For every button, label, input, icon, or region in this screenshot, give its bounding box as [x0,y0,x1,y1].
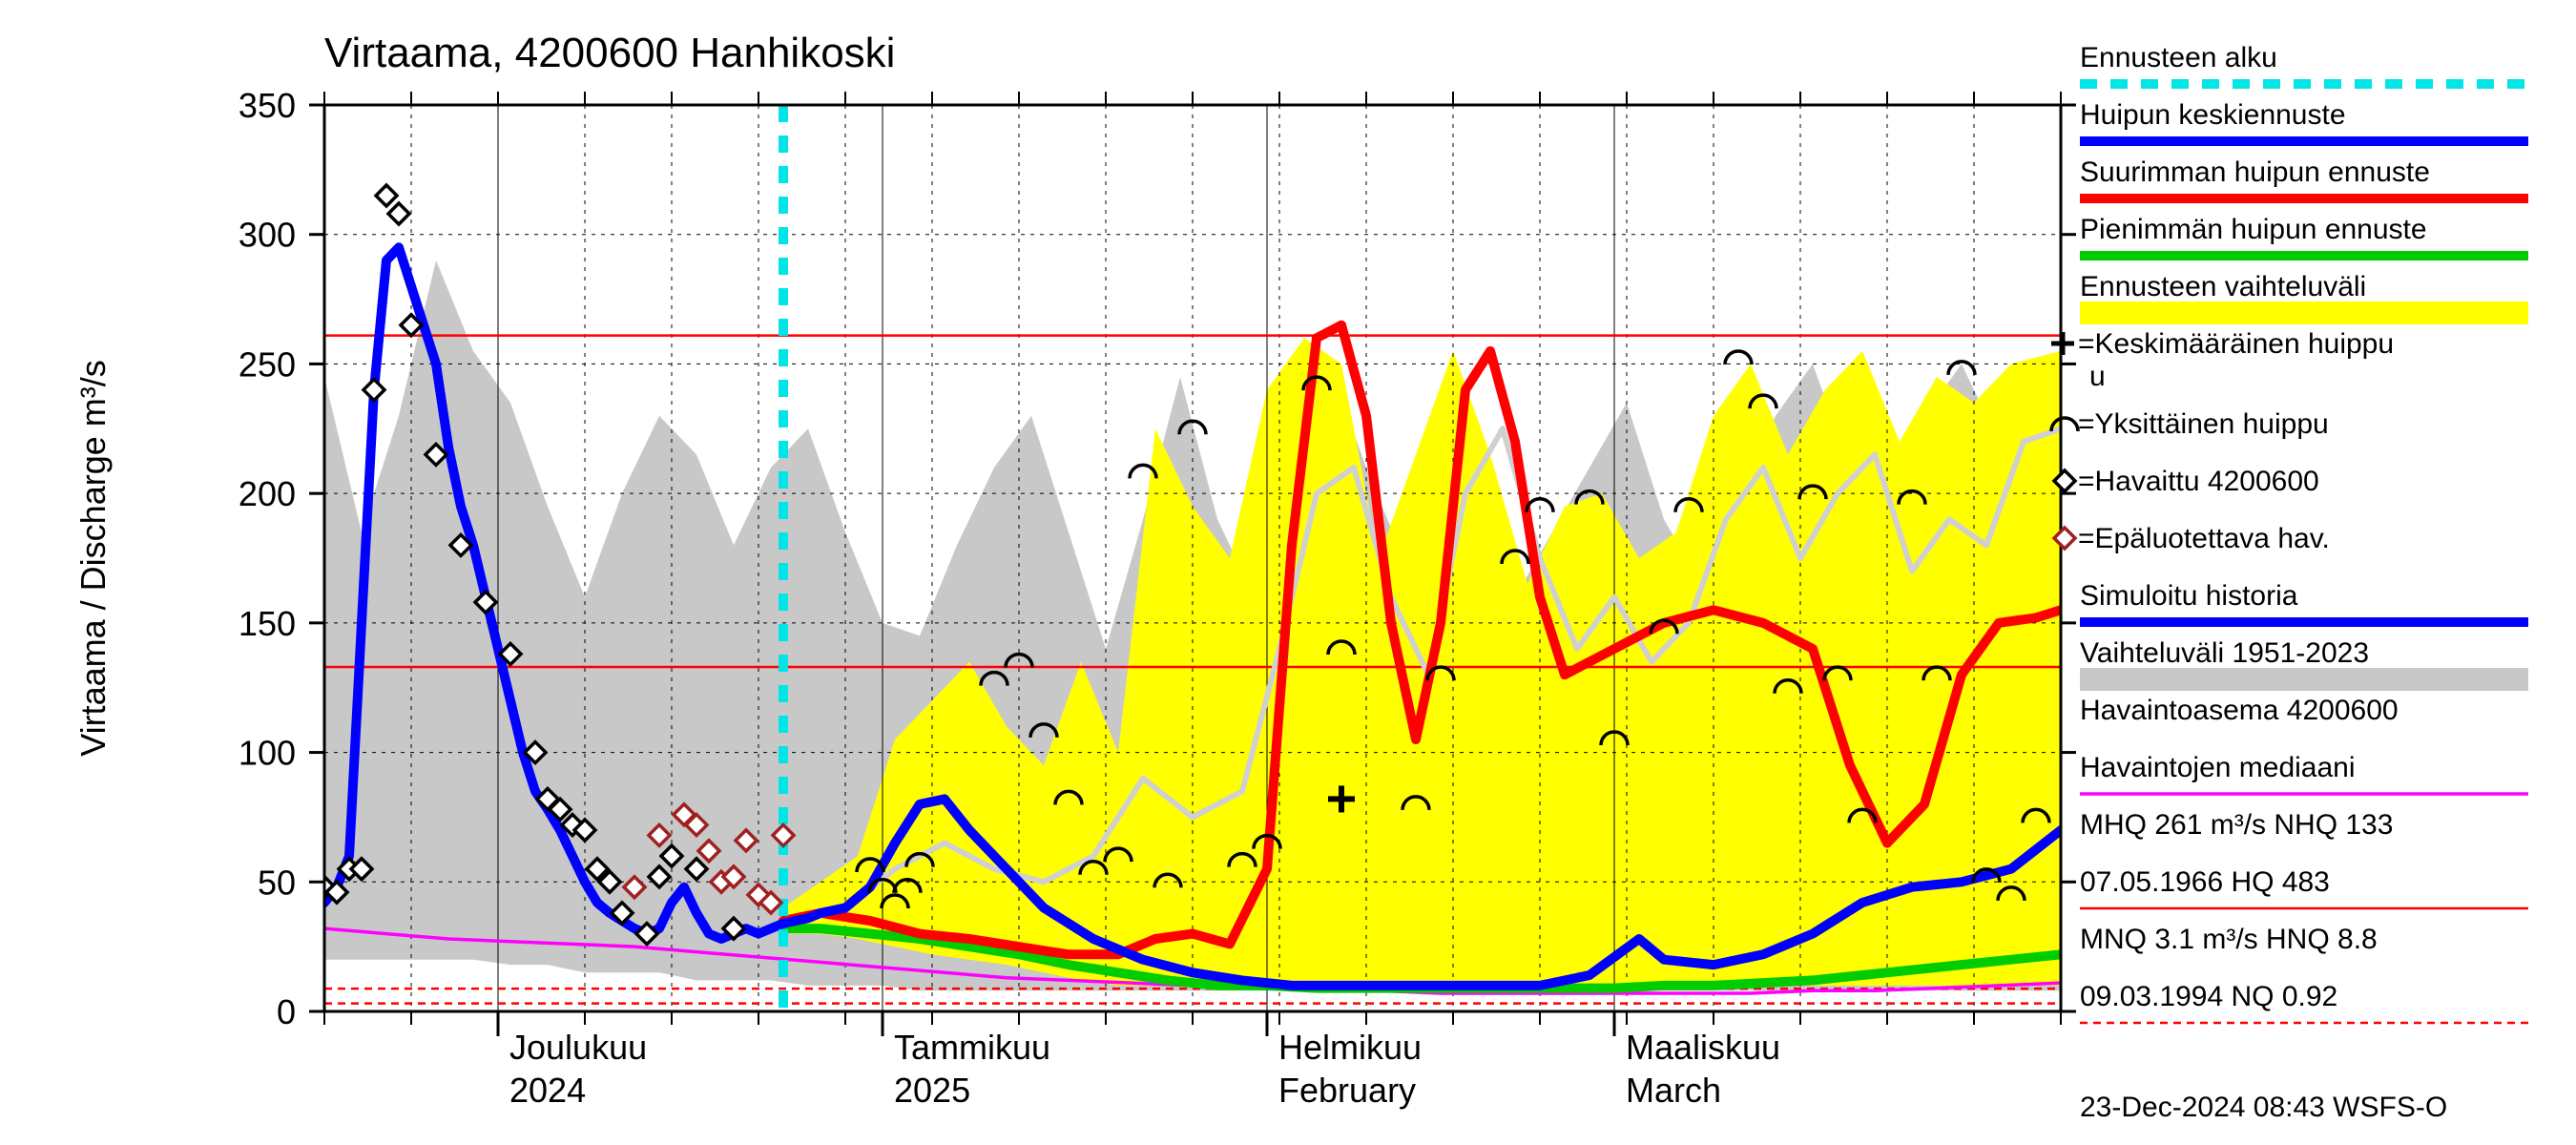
legend-item-label-cont: u [2089,361,2106,392]
legend-item-label: Huipun keskiennuste [2080,99,2346,131]
legend-item-label: =Havaittu 4200600 [2078,466,2319,497]
legend-item-label: Suurimman huipun ennuste [2080,156,2430,188]
y-tick-label: 300 [239,216,296,255]
x-month-label: Joulukuu [509,1028,647,1067]
x-month-label: Helmikuu [1278,1028,1422,1067]
legend-item-label: Havaintojen mediaani [2080,752,2356,783]
legend-item-label: MHQ 261 m³/s NHQ 133 [2080,809,2393,841]
discharge-forecast-chart: 0 50 100 150 200 250 300 350 Joulukuu 2024 Tammiku… [0,0,2576,1145]
y-axis-label: Virtaama / Discharge m³/s [73,360,113,756]
legend-item-label: Simuloitu historia [2080,580,2298,612]
x-month-label: Maaliskuu [1626,1028,1780,1067]
legend-item-label: Vaihteluväli 1951-2023 [2080,637,2369,669]
legend-item-label: Pienimmän huipun ennuste [2080,214,2427,245]
legend-item-label: MNQ 3.1 m³/s HNQ 8.8 [2080,924,2378,955]
legend-item-label: 07.05.1966 HQ 483 [2080,866,2330,898]
chart-title: Virtaama, 4200600 Hanhikoski [324,30,895,76]
y-tick-label: 50 [258,863,296,902]
legend-item-label: 09.03.1994 NQ 0.92 [2080,981,2337,1012]
legend-item-label: Ennusteen alku [2080,42,2277,73]
x-month-label: Tammikuu [894,1028,1050,1067]
x-year-label: February [1278,1071,1416,1110]
legend-item-label: =Yksittäinen huippu [2078,408,2329,440]
legend-item-label: Ennusteen vaihteluväli [2080,271,2366,302]
x-year-label: 2025 [894,1071,970,1110]
timestamp-footer: 23-Dec-2024 08:43 WSFS-O [2080,1092,2447,1123]
legend-item-label: =Keskimääräinen huippu [2078,328,2394,360]
y-tick-label: 350 [239,86,296,125]
legend-item-label: Havaintoasema 4200600 [2080,695,2399,726]
chart-svg: 0 50 100 150 200 250 300 350 Joulukuu 2024 Tammiku… [0,0,2576,1145]
y-tick-label: 200 [239,474,296,513]
y-tick-label: 150 [239,604,296,643]
x-year-label: 2024 [509,1071,586,1110]
y-tick-label: 0 [277,992,296,1031]
y-tick-label: 100 [239,734,296,773]
x-year-label: March [1626,1071,1721,1110]
legend-item-label: =Epäluotettava hav. [2078,523,2330,554]
y-tick-label: 250 [239,344,296,384]
